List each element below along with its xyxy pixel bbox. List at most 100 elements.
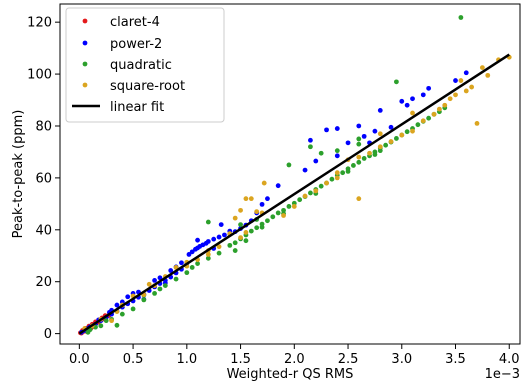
- point-square-root: [254, 209, 260, 215]
- point-quadratic: [297, 197, 303, 203]
- y-tick-label: 60: [35, 171, 52, 186]
- point-quadratic: [394, 136, 399, 141]
- y-tick-label: 80: [35, 119, 52, 134]
- point-quadratic: [318, 183, 324, 189]
- point-square-root: [377, 131, 383, 137]
- point-square-root: [356, 154, 362, 160]
- x-tick-label: 1.5: [230, 352, 251, 367]
- point-power-2: [324, 127, 329, 133]
- point-power-2: [216, 234, 222, 240]
- point-power-2: [259, 201, 265, 207]
- point-power-2: [372, 128, 378, 134]
- point-quadratic: [232, 240, 238, 246]
- point-quadratic: [173, 276, 179, 282]
- point-power-2: [114, 302, 120, 308]
- point-quadratic: [356, 141, 362, 147]
- point-square-root: [261, 180, 267, 186]
- point-square-root: [243, 196, 249, 202]
- point-quadratic: [152, 290, 157, 296]
- point-power-2: [195, 237, 200, 243]
- point-square-root: [248, 196, 254, 202]
- x-tick-label: 1.0: [176, 352, 197, 367]
- point-square-root: [238, 207, 243, 213]
- point-quadratic: [103, 318, 109, 324]
- point-quadratic: [270, 214, 276, 220]
- point-power-2: [211, 236, 217, 242]
- x-tick-label: 2.0: [284, 352, 305, 367]
- point-quadratic: [184, 270, 190, 276]
- point-quadratic: [205, 219, 211, 225]
- point-square-root: [410, 110, 415, 116]
- point-power-2: [275, 183, 281, 189]
- legend-marker-square-root: [82, 82, 88, 88]
- point-power-2: [420, 92, 426, 98]
- point-quadratic: [162, 283, 168, 288]
- point-power-2: [189, 249, 195, 255]
- point-power-2: [334, 153, 340, 159]
- point-quadratic: [238, 222, 243, 228]
- point-power-2: [222, 232, 227, 238]
- point-quadratic: [157, 286, 163, 292]
- x-axis-label: Weighted-r QS RMS: [227, 367, 354, 382]
- point-square-root: [453, 92, 458, 98]
- plot-frame: [59, 3, 521, 345]
- point-square-root: [216, 244, 222, 250]
- point-quadratic: [356, 136, 362, 142]
- legend: claret-4 power-2 quadratic square-root l…: [65, 7, 225, 123]
- point-square-root: [399, 132, 405, 138]
- point-square-root: [377, 144, 383, 150]
- point-quadratic: [195, 261, 200, 266]
- point-quadratic: [372, 152, 378, 157]
- legend-marker-power-2: [82, 40, 88, 46]
- y-tick-label: 40: [35, 223, 52, 238]
- point-square-root: [313, 188, 319, 194]
- point-power-2: [345, 140, 351, 146]
- point-quadratic: [426, 115, 432, 121]
- point-square-root: [324, 180, 329, 186]
- x-tick-label: 0.5: [123, 352, 144, 367]
- point-power-2: [388, 124, 394, 130]
- point-power-2: [313, 158, 319, 164]
- point-square-root: [205, 252, 211, 257]
- point-quadratic: [286, 204, 292, 209]
- point-quadratic: [281, 207, 286, 213]
- point-power-2: [152, 278, 157, 283]
- y-tick-label: 100: [27, 68, 52, 83]
- point-square-root: [458, 78, 464, 83]
- point-quadratic: [308, 144, 313, 150]
- point-square-root: [334, 175, 340, 181]
- point-quadratic: [248, 228, 254, 234]
- point-quadratic: [189, 265, 195, 270]
- point-power-2: [453, 78, 458, 83]
- point-power-2: [377, 108, 383, 113]
- y-tick-label: 20: [35, 275, 52, 290]
- point-square-root: [479, 65, 485, 70]
- point-square-root: [232, 215, 238, 221]
- x-offset-label: 1e−3: [485, 367, 520, 382]
- point-quadratic: [205, 255, 211, 261]
- point-square-root: [431, 111, 437, 117]
- point-quadratic: [254, 225, 260, 231]
- point-quadratic: [345, 169, 351, 174]
- point-square-root: [469, 84, 475, 90]
- point-quadratic: [340, 170, 346, 176]
- point-quadratic: [98, 323, 104, 329]
- x-axis: 0.0 0.5 1.0 1.5 2.0 2.5 3.0 3.5 4.0: [69, 344, 520, 367]
- point-power-2: [125, 294, 131, 300]
- point-power-2: [186, 252, 192, 257]
- x-tick-label: 0.0: [69, 352, 90, 367]
- point-power-2: [426, 85, 432, 91]
- point-square-root: [109, 318, 114, 324]
- legend-marker-claret-4: [82, 18, 88, 24]
- point-square-root: [388, 139, 394, 144]
- point-square-root: [302, 193, 308, 199]
- point-square-root: [410, 128, 415, 134]
- point-quadratic: [394, 79, 399, 85]
- legend-label-linear-fit: linear fit: [110, 100, 164, 115]
- point-square-root: [447, 96, 453, 102]
- point-quadratic: [377, 148, 383, 154]
- point-power-2: [302, 167, 308, 173]
- point-quadratic: [329, 176, 335, 182]
- point-square-root: [281, 213, 286, 218]
- legend-marker-quadratic: [82, 61, 88, 67]
